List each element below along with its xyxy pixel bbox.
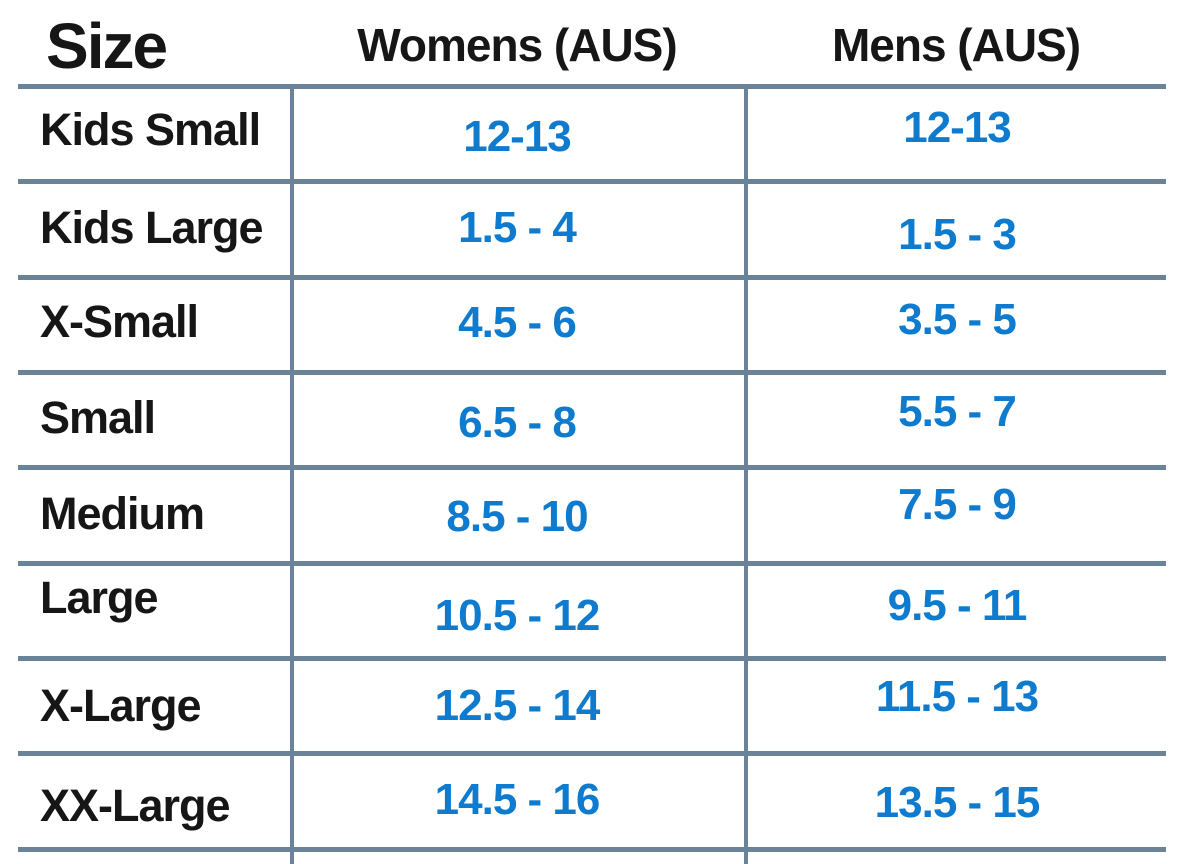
mens-value: 12-13 bbox=[903, 103, 1012, 152]
womens-value: 12-13 bbox=[463, 112, 572, 161]
mens-value: 5.5 - 7 bbox=[898, 387, 1017, 436]
column-header-mens-aus: Mens (AUS) bbox=[831, 19, 1081, 71]
gridline-horizontal bbox=[18, 84, 1166, 89]
mens-value: 9.5 - 11 bbox=[887, 581, 1028, 630]
gridline-horizontal bbox=[18, 370, 1166, 375]
row-label: Medium bbox=[40, 488, 205, 539]
womens-value: 14.5 - 16 bbox=[434, 775, 601, 824]
row-label: Kids Large bbox=[40, 202, 264, 253]
row-label: Kids Small bbox=[40, 104, 261, 155]
womens-value: 12.5 - 14 bbox=[434, 681, 601, 730]
row-label: Small bbox=[40, 392, 156, 443]
gridline-horizontal bbox=[18, 561, 1166, 566]
column-header-womens-aus: Womens (AUS) bbox=[357, 19, 677, 71]
row-label: X-Large bbox=[40, 680, 202, 731]
column-header-size: Size bbox=[46, 10, 168, 82]
gridline-horizontal bbox=[18, 751, 1166, 756]
womens-value: 1.5 - 4 bbox=[458, 203, 577, 252]
mens-value: 7.5 - 9 bbox=[898, 480, 1017, 529]
gridline-horizontal bbox=[18, 179, 1166, 184]
mens-value: 13.5 - 15 bbox=[874, 778, 1041, 827]
mens-value: 1.5 - 3 bbox=[898, 210, 1017, 259]
gridline-horizontal bbox=[18, 656, 1166, 661]
gridline-vertical-womens-mens bbox=[744, 88, 748, 864]
gridline-horizontal bbox=[18, 465, 1166, 470]
mens-value: 11.5 - 13 bbox=[875, 672, 1039, 721]
mens-value: 3.5 - 5 bbox=[898, 295, 1017, 344]
womens-value: 6.5 - 8 bbox=[458, 398, 577, 447]
row-label: Large bbox=[40, 572, 159, 623]
row-label: XX-Large bbox=[40, 780, 231, 831]
womens-value: 10.5 - 12 bbox=[434, 591, 601, 640]
womens-value: 4.5 - 6 bbox=[458, 298, 577, 347]
gridline-horizontal bbox=[18, 847, 1166, 852]
gridline-horizontal bbox=[18, 275, 1166, 280]
gridline-vertical-size-womens bbox=[290, 88, 294, 864]
womens-value: 8.5 - 10 bbox=[446, 492, 588, 541]
row-label: X-Small bbox=[40, 296, 199, 347]
